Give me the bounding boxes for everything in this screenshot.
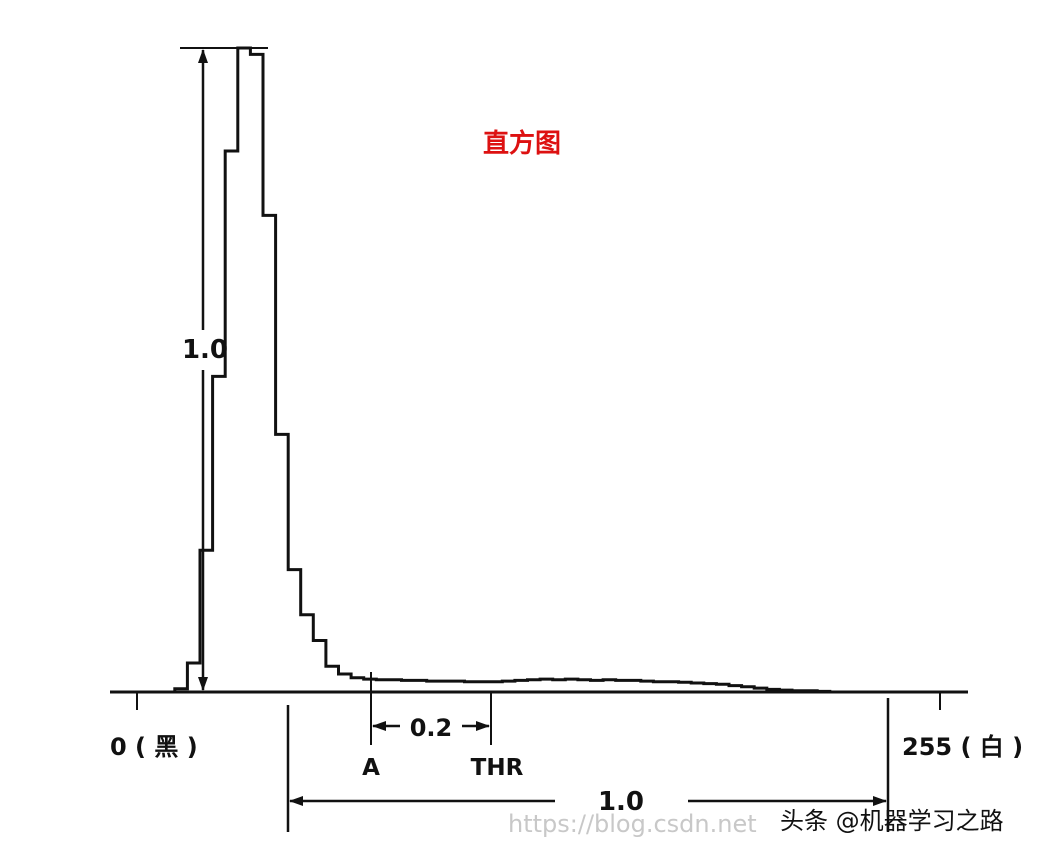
chart-title: 直方图 [483,128,561,159]
point-thr-label: THR [471,755,524,781]
point-a-label: A [362,755,380,781]
watermark-url: https://blog.csdn.net [508,810,757,838]
peak-height-label: 1.0 [182,335,228,365]
histogram-line [137,46,868,694]
x-min-label: 0 ( 黑 ) [110,733,198,761]
offset-label: 0.2 [410,714,453,742]
x-max-label: 255 ( 白 ) [902,733,1023,761]
watermark-source: 头条 @机器学习之路 [780,807,1004,835]
span-label: 1.0 [598,787,644,817]
